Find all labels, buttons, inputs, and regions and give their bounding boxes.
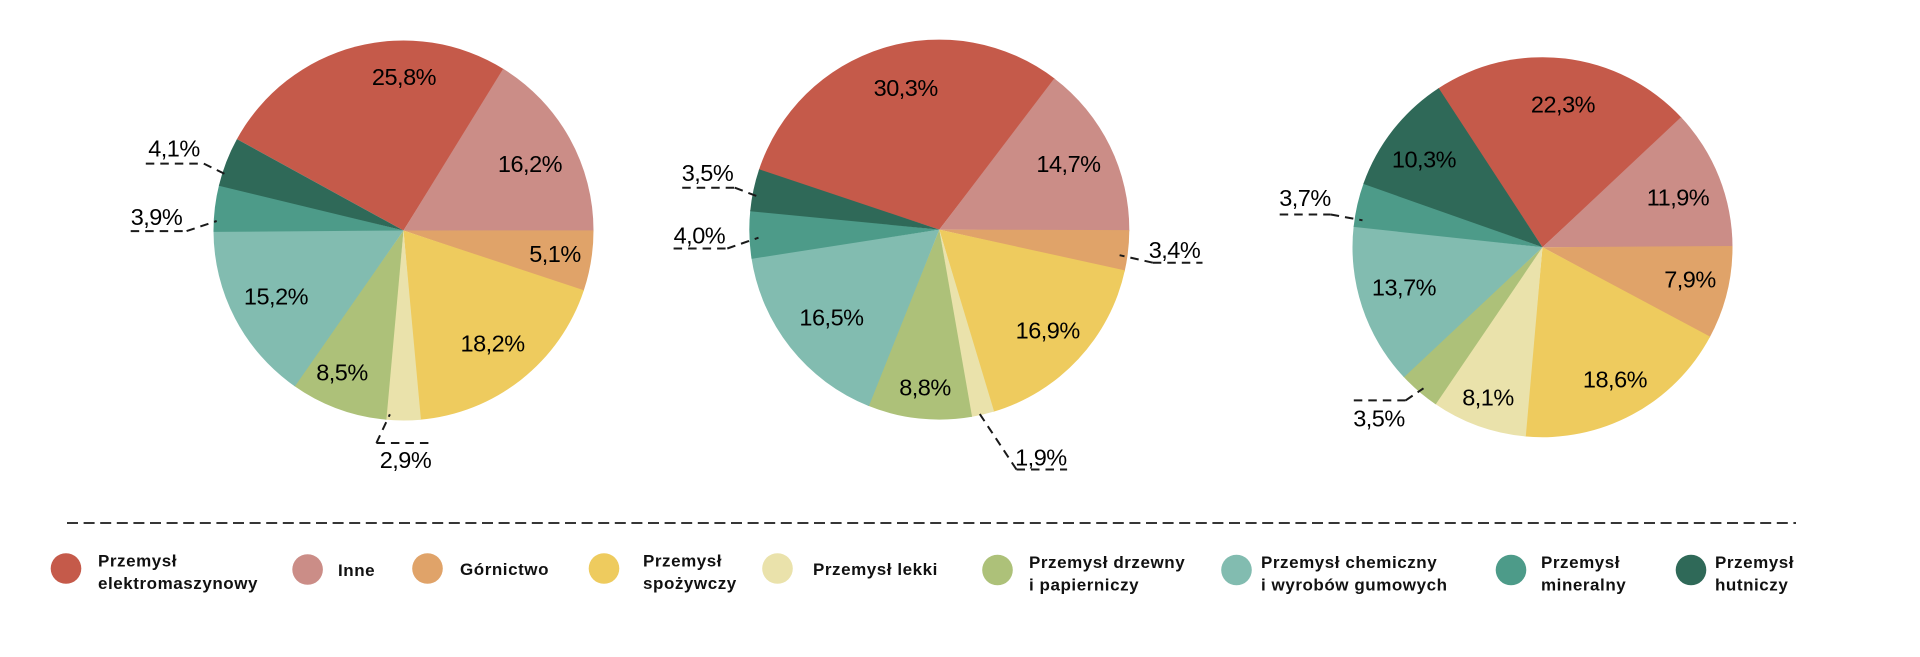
svg-text:16,9%: 16,9% [1016,318,1081,344]
svg-text:8,8%: 8,8% [899,374,951,400]
svg-text:3,4%: 3,4% [1149,237,1201,263]
svg-text:i wyrobów gumowych: i wyrobów gumowych [1261,576,1448,595]
svg-text:30,3%: 30,3% [874,75,939,101]
svg-text:8,1%: 8,1% [1462,384,1514,410]
svg-text:i papierniczy: i papierniczy [1029,576,1139,595]
svg-text:3,7%: 3,7% [1279,185,1331,211]
svg-text:Przemysł: Przemysł [98,552,177,571]
svg-text:2,9%: 2,9% [380,447,432,473]
svg-text:4,0%: 4,0% [674,222,726,248]
svg-text:mineralny: mineralny [1541,576,1626,595]
svg-text:Przemysł drzewny: Przemysł drzewny [1029,553,1185,572]
svg-text:Przemysł lekki: Przemysł lekki [813,560,938,579]
svg-text:1,9%: 1,9% [1015,444,1067,470]
svg-text:4,1%: 4,1% [148,136,200,162]
svg-text:spożywczy: spożywczy [643,574,737,593]
svg-text:13,7%: 13,7% [1372,274,1437,300]
svg-text:14,7%: 14,7% [1036,151,1101,177]
svg-text:7,9%: 7,9% [1664,266,1716,292]
svg-text:25,8%: 25,8% [372,64,437,90]
svg-text:5,1%: 5,1% [529,241,581,267]
svg-text:Inne: Inne [338,561,375,580]
svg-text:Górnictwo: Górnictwo [460,560,549,579]
svg-text:hutniczy: hutniczy [1715,576,1788,595]
svg-text:16,2%: 16,2% [498,151,563,177]
svg-text:Przemysł: Przemysł [1541,553,1620,572]
svg-text:18,6%: 18,6% [1583,366,1648,392]
svg-text:Przemysł: Przemysł [643,552,722,571]
svg-text:11,9%: 11,9% [1647,184,1710,210]
svg-text:18,2%: 18,2% [461,330,526,356]
svg-text:3,5%: 3,5% [682,160,734,186]
svg-text:3,9%: 3,9% [131,204,183,230]
svg-text:22,3%: 22,3% [1531,91,1596,117]
svg-text:3,5%: 3,5% [1353,405,1405,431]
svg-text:15,2%: 15,2% [244,283,309,309]
svg-text:Przemysł: Przemysł [1715,553,1794,572]
svg-text:Przemysł chemiczny: Przemysł chemiczny [1261,553,1437,572]
svg-text:8,5%: 8,5% [316,359,368,385]
svg-text:16,5%: 16,5% [799,304,864,330]
svg-text:elektromaszynowy: elektromaszynowy [98,574,258,593]
svg-text:10,3%: 10,3% [1392,146,1457,172]
